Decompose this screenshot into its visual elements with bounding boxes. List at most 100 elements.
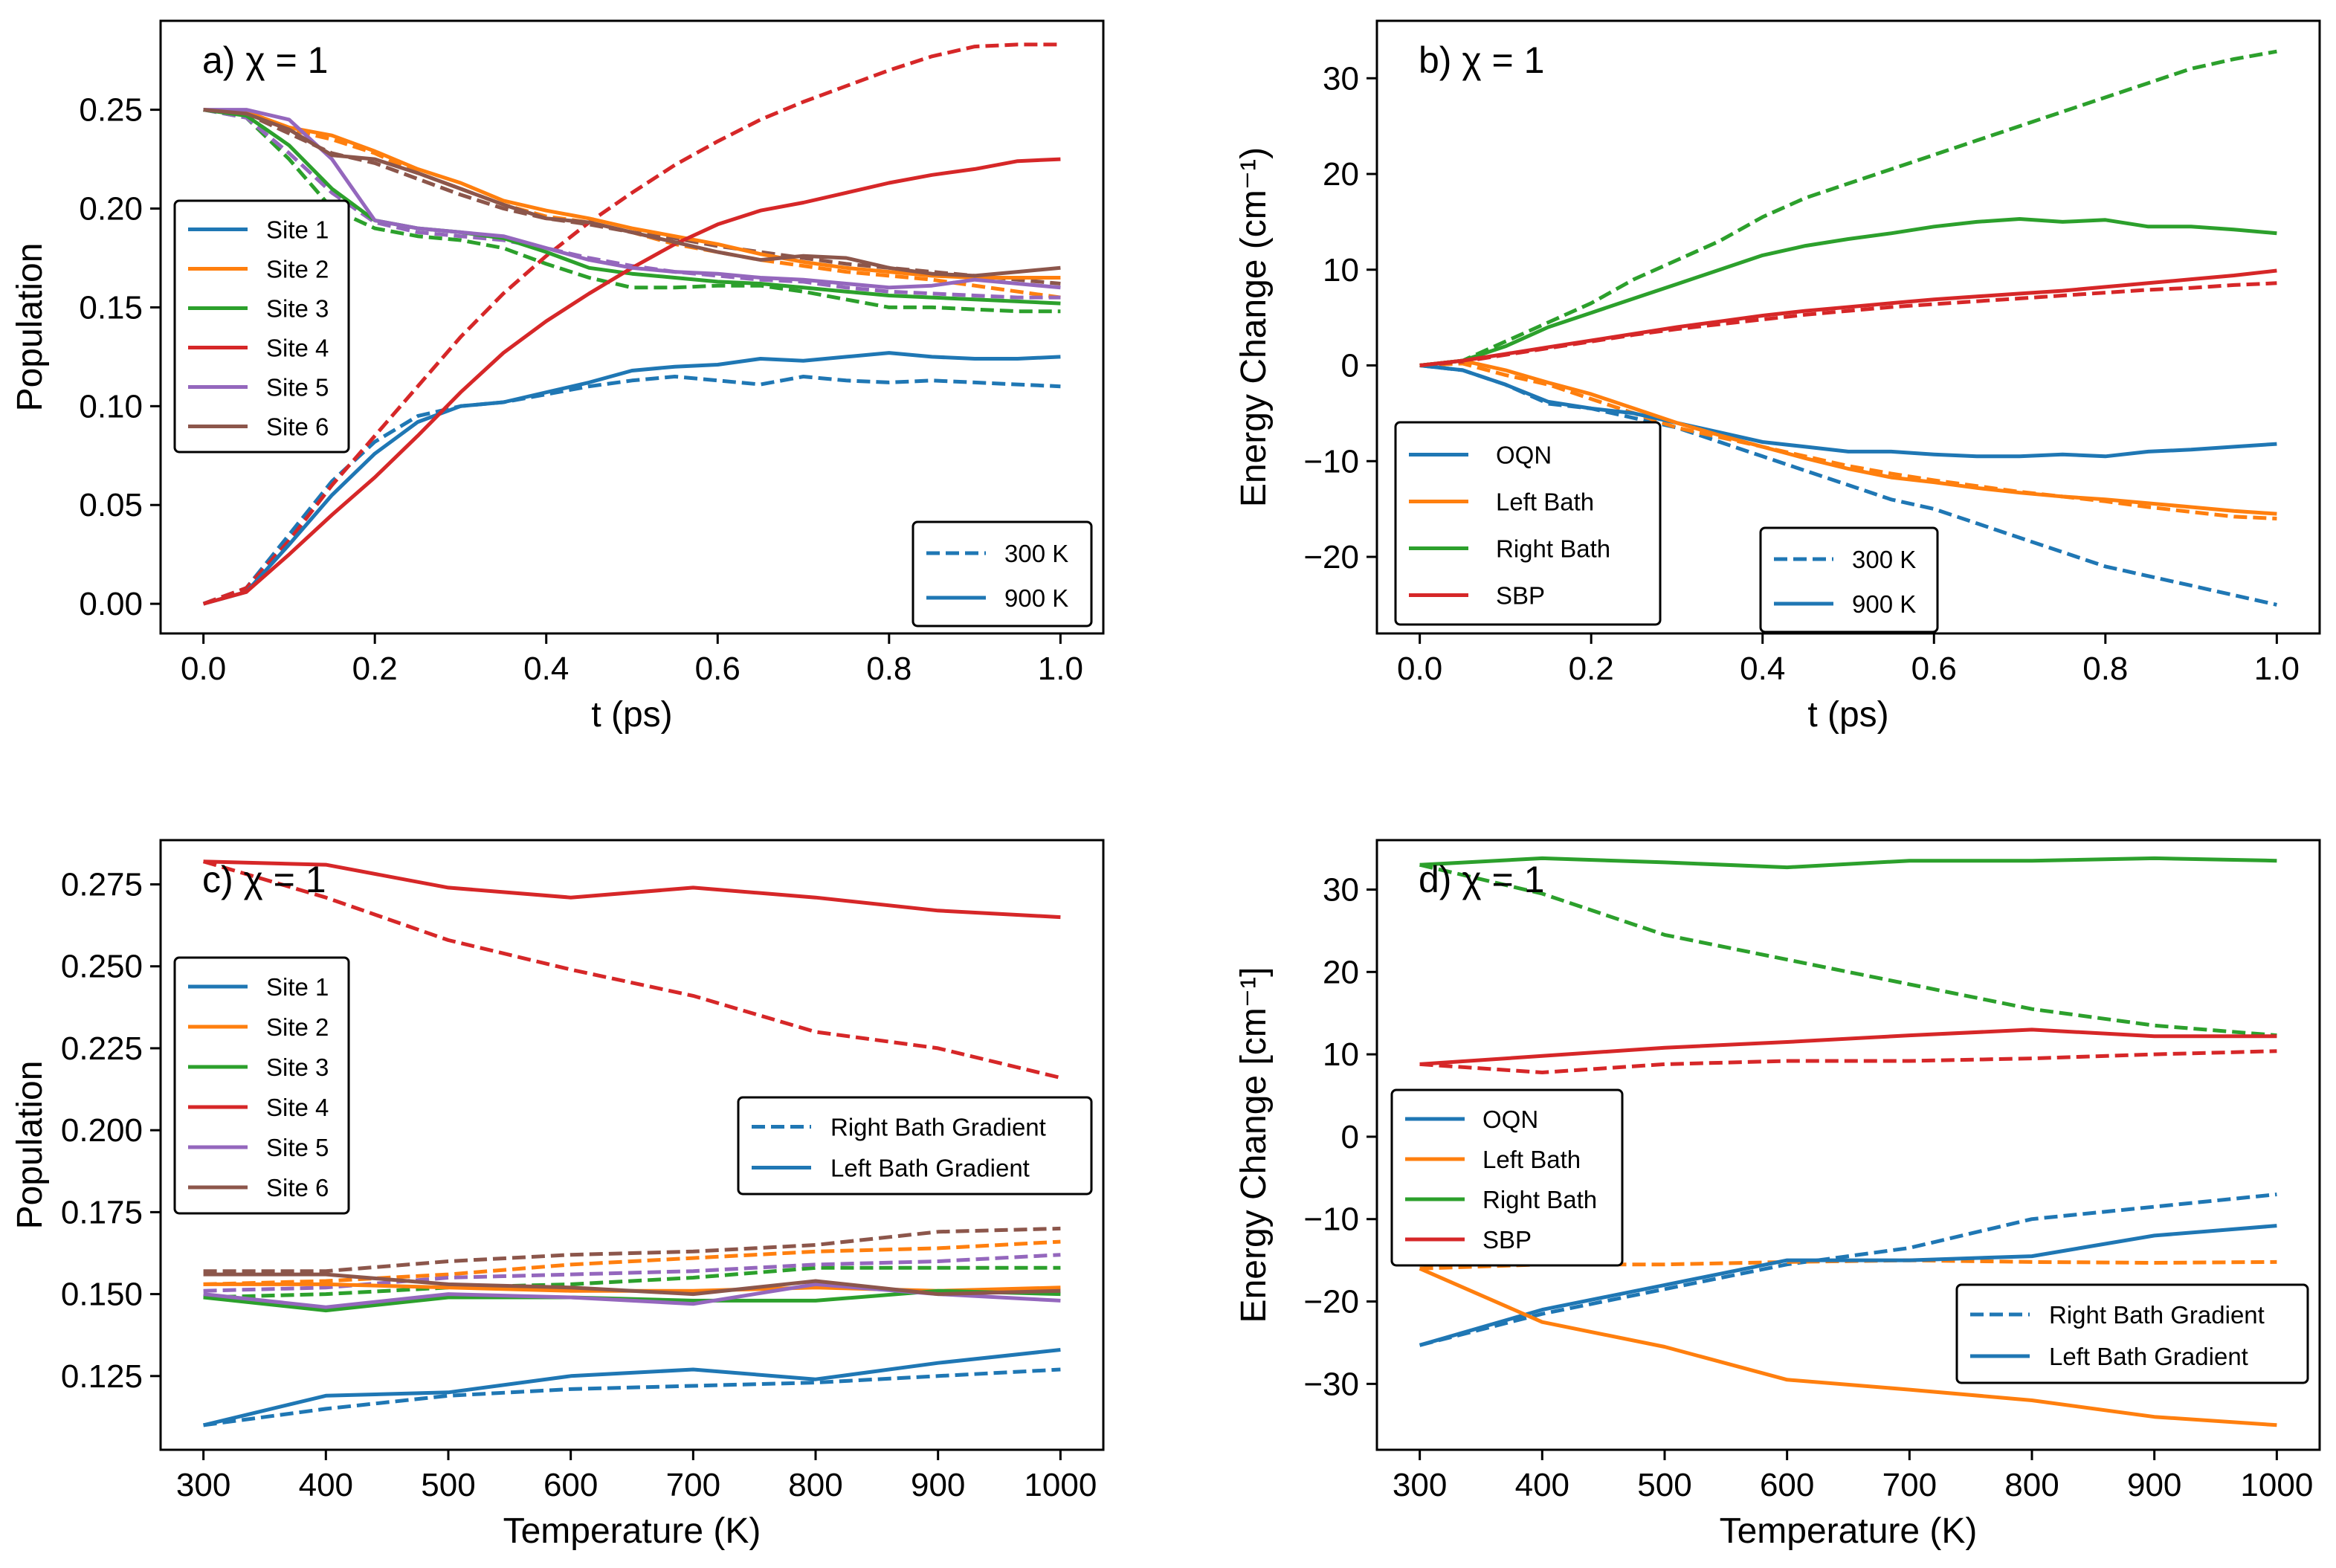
y-tick-label-d: 10 <box>1323 1036 1359 1073</box>
legend-label: SBP <box>1482 1226 1532 1254</box>
y-tick-label-d: 30 <box>1323 871 1359 908</box>
legend-box <box>1390 1088 1624 1267</box>
legend-label: Left Bath <box>1496 488 1594 516</box>
y-tick-label-a: 0.20 <box>79 191 143 228</box>
y-tick-label-a: 0.10 <box>79 388 143 425</box>
series-line <box>1419 217 2277 367</box>
y-tick-label-d: 20 <box>1323 954 1359 990</box>
legend-label: Site 6 <box>266 1174 329 1201</box>
x-tick-label-c: 400 <box>299 1467 353 1503</box>
axes-frame-d <box>1375 839 2321 1451</box>
legend-c-2: Right Bath Gradient Left Bath Gradient <box>737 1096 1093 1196</box>
y-tick-label-c: 0.125 <box>61 1358 143 1395</box>
x-tick-label-c: 800 <box>788 1467 842 1503</box>
series-line <box>203 1348 1061 1427</box>
panel-c: 300 400 500 600 700 800 900 1000 0.125 0.150 0.175… <box>10 839 1105 1551</box>
legend-label: Site 6 <box>266 413 329 441</box>
x-tick-label-a: 1.0 <box>1038 651 1083 687</box>
series-line <box>202 351 1061 606</box>
legend-label: SBP <box>1496 582 1545 610</box>
y-tick-label-c: 0.225 <box>61 1030 143 1067</box>
series-group-a <box>202 42 1061 606</box>
legend-box <box>1394 421 1662 626</box>
series-line <box>1419 364 2277 459</box>
panel-title-c: c) χ = 1 <box>202 859 326 900</box>
x-tick-label-d: 400 <box>1515 1467 1569 1503</box>
y-tick-label-a: 0.05 <box>79 487 143 523</box>
y-tick-label-c: 0.150 <box>61 1277 143 1313</box>
x-tick-label-b: 0.4 <box>1740 651 1785 687</box>
series-line <box>203 108 1061 290</box>
legend-label: Right Bath <box>1496 535 1610 563</box>
legend-label: Left Bath Gradient <box>830 1155 1030 1182</box>
panel-title-d: d) χ = 1 <box>1419 859 1544 900</box>
y-tick-label-c: 0.250 <box>61 949 143 985</box>
legend-box <box>1955 1283 2309 1384</box>
series-line <box>1419 1193 2277 1347</box>
y-tick-label-b: 30 <box>1323 60 1359 97</box>
x-tick-label-a: 0.0 <box>181 651 226 687</box>
legend-b-2: 300 K 900 K <box>1759 526 1939 633</box>
legend-label: Right Bath Gradient <box>830 1114 1046 1141</box>
legend-label: Site 5 <box>266 374 329 401</box>
series-line <box>1419 364 2277 607</box>
x-axis-label-b: t (ps) <box>1807 695 1888 735</box>
x-axis-label-c: Temperature (K) <box>503 1511 761 1551</box>
legend-label: Site 3 <box>266 295 329 323</box>
y-axis-label-c: Population <box>10 1061 50 1230</box>
panel-title-b: b) χ = 1 <box>1419 39 1544 81</box>
series-line <box>203 1367 1061 1427</box>
series-line <box>1419 1049 2277 1074</box>
legend-label: 300 K <box>1004 540 1068 567</box>
legend-a-2: 300 K 900 K <box>912 520 1093 627</box>
y-tick-label-a: 0.00 <box>79 586 143 622</box>
series-line <box>1419 268 2277 367</box>
series-line <box>1419 358 2277 516</box>
series-line <box>203 108 1061 278</box>
legend-label: 900 K <box>1004 584 1068 612</box>
x-tick-label-d: 600 <box>1760 1467 1814 1503</box>
y-tick-label-b: 0 <box>1341 348 1359 384</box>
x-tick-label-b: 0.8 <box>2082 651 2128 687</box>
x-axis-label-d: Temperature (K) <box>1720 1511 1978 1551</box>
x-tick-label-d: 300 <box>1393 1467 1447 1503</box>
y-tick-label-b: 10 <box>1323 252 1359 288</box>
x-tick-label-c: 600 <box>543 1467 598 1503</box>
x-tick-label-d: 900 <box>2127 1467 2181 1503</box>
y-tick-label-c: 0.175 <box>61 1194 143 1230</box>
y-tick-label-b: −10 <box>1303 443 1359 480</box>
x-tick-label-b: 0.2 <box>1569 651 1614 687</box>
legend-label: Site 4 <box>266 1094 329 1121</box>
x-tick-label-d: 500 <box>1637 1467 1691 1503</box>
panel-a: 0.0 0.2 0.4 0.6 0.8 1.0 0.00 0.05 0.10 0.15 0.20 0.… <box>10 19 1105 735</box>
x-tick-label-d: 800 <box>2004 1467 2059 1503</box>
y-axis-label-b: Energy Change (cm⁻¹) <box>1234 147 1274 507</box>
legend-box <box>737 1096 1093 1196</box>
x-tick-label-a: 0.6 <box>695 651 741 687</box>
legend-b-1: OQN Left Bath Right Bath SBP <box>1394 421 1662 626</box>
series-group-c <box>202 859 1061 1427</box>
legend-label: OQN <box>1482 1106 1538 1133</box>
series-line <box>203 108 1061 280</box>
legend-c-1: Site 1 Site 2 Site 3 Site 4 Site 5 Site 6 <box>173 956 350 1215</box>
y-tick-label-a: 0.25 <box>79 92 143 129</box>
legend-label: Site 1 <box>266 973 329 1001</box>
legend-label: Site 3 <box>266 1054 329 1081</box>
legend-label: 300 K <box>1852 546 1916 573</box>
legend-label: Site 2 <box>266 1013 329 1041</box>
series-line <box>1419 1224 2277 1347</box>
x-axis-label-a: t (ps) <box>591 695 672 735</box>
legend-label: Site 2 <box>266 256 329 283</box>
legend-d-1: OQN Left Bath Right Bath SBP <box>1390 1088 1624 1267</box>
series-line <box>202 42 1061 606</box>
x-tick-label-c: 900 <box>911 1467 965 1503</box>
legend-d-2: Right Bath Gradient Left Bath Gradient <box>1955 1283 2309 1384</box>
y-tick-label-d: −10 <box>1303 1201 1359 1238</box>
y-tick-label-b: −20 <box>1303 539 1359 575</box>
legend-label: Right Bath Gradient <box>2049 1301 2265 1329</box>
series-group-b <box>1419 49 2277 607</box>
series-line <box>203 1272 1061 1297</box>
panel-d: 300 400 500 600 700 800 900 1000 −30 −20 −10 0 10 20 3… <box>1234 839 2321 1551</box>
y-axis-label-d: Energy Change [cm⁻¹] <box>1234 967 1274 1323</box>
x-tick-label-c: 700 <box>666 1467 720 1503</box>
